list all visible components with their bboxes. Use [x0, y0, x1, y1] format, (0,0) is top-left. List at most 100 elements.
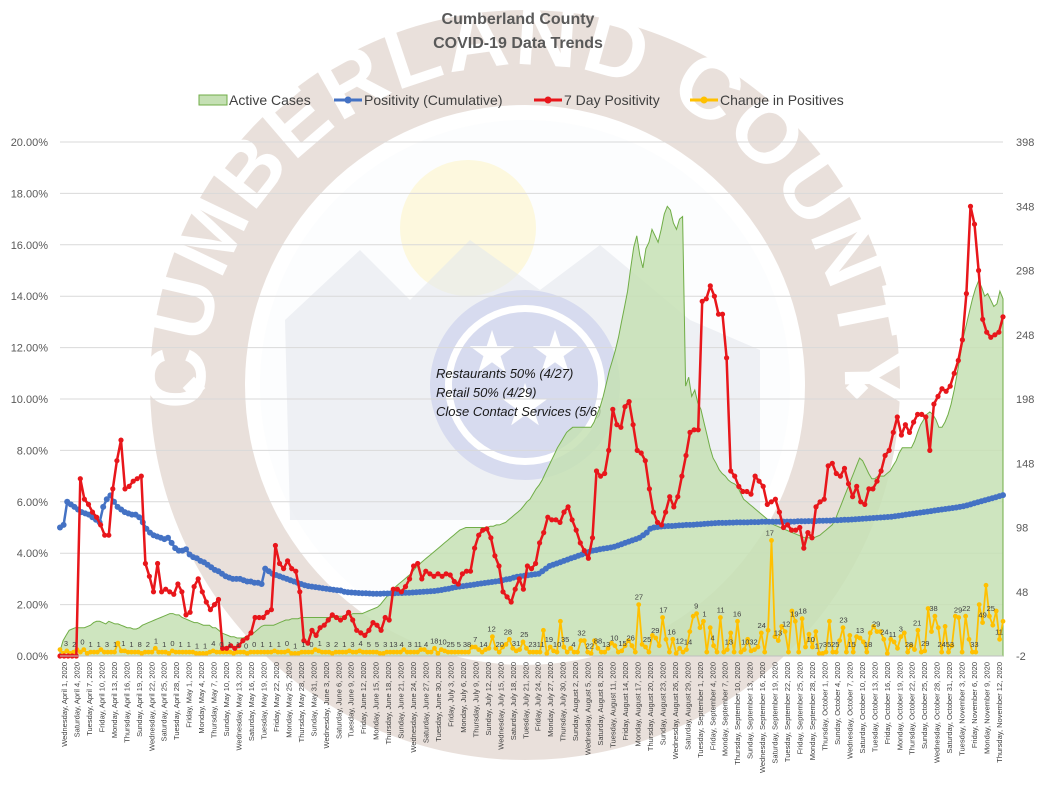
series-point: [520, 586, 527, 592]
series-point: [646, 649, 652, 655]
series-point: [996, 329, 1002, 335]
series-point: [799, 616, 805, 622]
x-tick-label: Sunday, August 2, 2020: [571, 662, 580, 741]
series-point: [95, 649, 100, 655]
series-point: [997, 636, 1002, 642]
series-point: [215, 596, 222, 603]
series-point: [813, 629, 819, 634]
series-point: [687, 429, 693, 435]
legend-label: Positivity (Cumulative): [364, 92, 502, 108]
series-point: [102, 532, 108, 538]
series-point: [858, 499, 864, 505]
data-label: 1: [121, 639, 125, 648]
data-label: 31: [512, 639, 520, 648]
series-point: [187, 609, 193, 615]
series-point: [642, 458, 648, 464]
series-point: [527, 649, 533, 655]
series-point: [578, 638, 584, 643]
series-point: [183, 612, 189, 618]
series-point: [650, 633, 655, 638]
data-label: 4: [424, 640, 428, 649]
series-point: [187, 649, 192, 655]
series-point: [533, 560, 539, 567]
series-point: [112, 649, 117, 655]
data-label: 3: [899, 625, 903, 634]
x-tick-label: Thursday, July 30, 2020: [559, 662, 568, 742]
series-point: [236, 643, 242, 649]
series-point: [890, 429, 896, 435]
series-point: [1000, 314, 1006, 320]
series-point: [919, 411, 925, 417]
series-point: [232, 645, 238, 651]
data-label: 18: [430, 636, 438, 645]
series-point: [203, 599, 209, 605]
series-point: [524, 645, 529, 651]
series-point: [155, 560, 161, 567]
series-point: [423, 568, 429, 574]
y-right-tick-label: 298: [1016, 266, 1034, 278]
series-point: [667, 649, 672, 655]
data-label: 10: [438, 638, 446, 647]
x-tick-label: Monday, October 19, 2020: [895, 662, 904, 750]
series-point: [966, 636, 972, 642]
y-left-tick-label: 14.00%: [11, 291, 49, 303]
y-left-tick-label: 8.00%: [17, 445, 48, 457]
data-label: 16: [733, 609, 741, 618]
series-point: [1000, 618, 1006, 624]
x-tick-label: Tuesday, June 30, 2020: [434, 662, 443, 742]
data-label: 19: [790, 609, 798, 618]
series-point: [935, 625, 941, 631]
series-point: [833, 649, 839, 655]
series-point: [200, 651, 206, 656]
x-tick-label: Saturday, July 18, 2020: [509, 662, 518, 740]
series-point: [803, 644, 808, 650]
x-tick-label: Monday, July 27, 2020: [546, 662, 555, 737]
series-point: [786, 649, 791, 655]
x-tick-label: Thursday, May 7, 2020: [210, 662, 219, 738]
series-point: [377, 651, 383, 656]
series-point: [293, 568, 299, 574]
series-point: [404, 649, 410, 655]
data-label: 0: [285, 639, 289, 648]
series-point: [805, 530, 811, 536]
data-label: 27: [635, 593, 643, 602]
series-point: [462, 649, 468, 655]
data-label: 3: [326, 640, 330, 649]
series-point: [183, 649, 189, 655]
data-label: 35: [823, 640, 831, 649]
x-tick-label: Sunday, April 19, 2020: [135, 662, 144, 737]
series-point: [915, 627, 921, 633]
series-point: [850, 649, 856, 655]
series-point: [675, 494, 681, 500]
series-point: [646, 486, 653, 492]
y-left-tick-label: 10.00%: [11, 394, 49, 406]
plot-area: 0.00% 2.00% 4.00% 6.00% 8.00% 10.00% 12.00% 14.…: [11, 137, 1035, 773]
series-point: [459, 571, 465, 577]
x-tick-label: Sunday, October 25, 2020: [920, 662, 929, 749]
series-point: [88, 649, 93, 655]
series-point: [136, 514, 143, 521]
series-point: [942, 624, 948, 629]
series-point: [593, 468, 600, 474]
data-label: 4: [711, 634, 715, 643]
x-tick-label: Tuesday, April 7, 2020: [85, 662, 94, 736]
series-point: [472, 545, 478, 551]
series-point: [292, 651, 298, 656]
x-tick-label: Sunday, October 4, 2020: [833, 662, 842, 745]
data-label: 25: [520, 630, 528, 639]
x-tick-label: Saturday, April 4, 2020: [73, 662, 82, 737]
active-cases-area: [59, 205, 1004, 657]
series-point: [425, 649, 431, 655]
series-point: [554, 649, 560, 655]
series-point: [765, 627, 771, 633]
legend-label: Active Cases: [229, 92, 311, 108]
x-tick-label: Friday, June 12, 2020: [359, 662, 368, 734]
series-point: [159, 649, 165, 655]
series-point: [659, 522, 665, 528]
data-label: 1: [236, 640, 240, 649]
data-label: 13: [856, 626, 864, 635]
series-point: [484, 526, 490, 532]
series-point: [992, 332, 998, 338]
series-point: [138, 473, 144, 479]
